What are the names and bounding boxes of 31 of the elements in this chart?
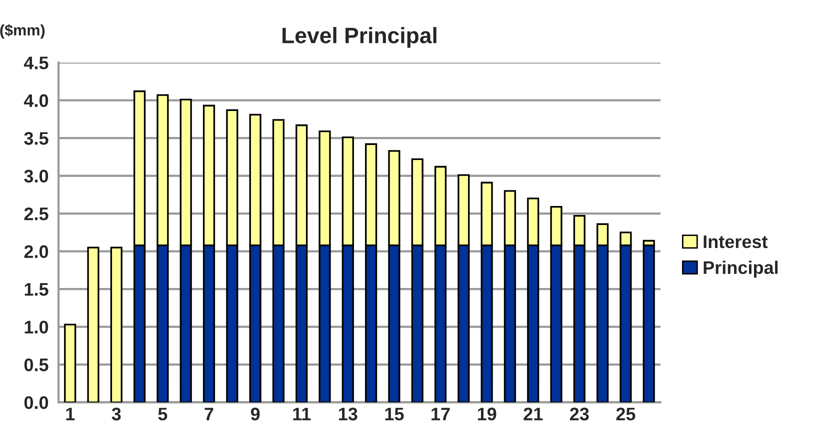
y-tick-label: 2.0 (24, 245, 48, 258)
y-tick-label: 2.5 (24, 208, 48, 220)
legend-label: Interest (704, 236, 768, 248)
y-tick-label: 0.0 (24, 396, 48, 410)
y-tick-label: 3.0 (24, 170, 48, 183)
y-tick-label: 4.0 (24, 94, 48, 108)
bar (642, 244, 655, 402)
y-tick-label: 0.5 (24, 358, 48, 372)
x-tick-label: 15 (385, 408, 404, 420)
x-tick-label: 23 (570, 408, 589, 420)
y-tick-label: 3.5 (24, 132, 48, 145)
x-tick-label: 21 (524, 408, 543, 420)
x-tick-label: 11 (293, 408, 311, 420)
bar (87, 246, 100, 402)
chart-title: Level Principal (282, 27, 436, 48)
y-tick-label: 1.5 (24, 283, 48, 296)
legend-label: Principal (704, 260, 778, 278)
y-tick-label: 1.0 (24, 320, 48, 334)
x-tick-label: 17 (432, 408, 450, 420)
x-tick-label: 13 (339, 408, 358, 420)
x-tick-label: 5 (158, 408, 168, 420)
x-tick-label: 25 (616, 408, 636, 420)
x-tick-label: 7 (204, 408, 214, 420)
x-tick-label: 19 (478, 408, 496, 420)
bar (64, 324, 76, 402)
x-tick-label: 3 (112, 408, 121, 420)
x-tick-label: 9 (250, 408, 260, 420)
x-tick-label: 1 (66, 408, 75, 420)
bar (110, 246, 122, 402)
y-tick-label: 4.5 (24, 56, 48, 70)
y-axis-title: ($mm) (0, 24, 45, 39)
